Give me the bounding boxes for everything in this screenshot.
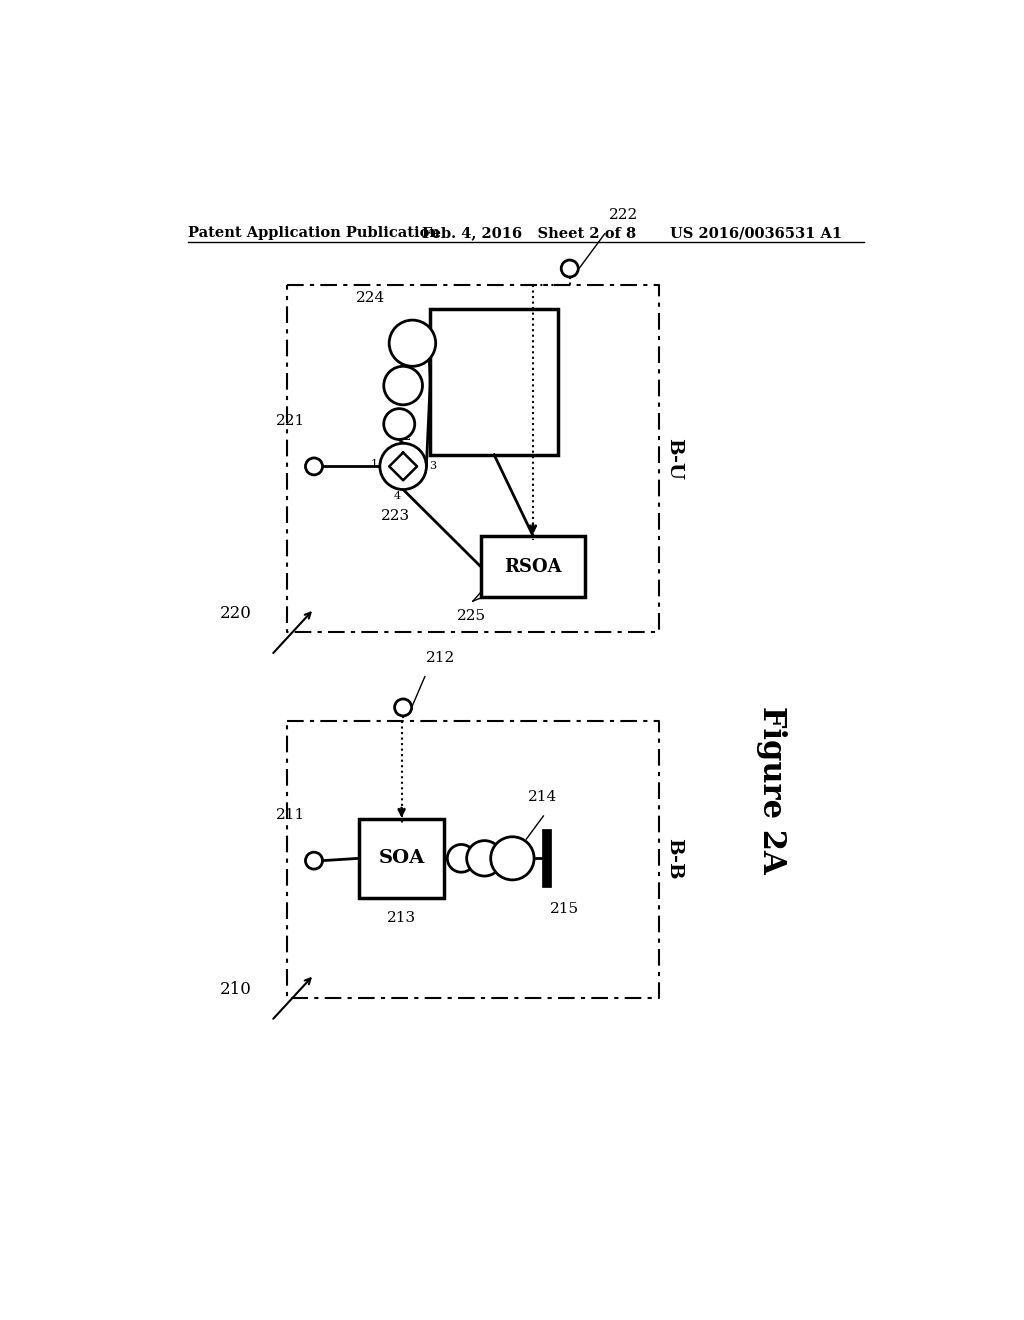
Circle shape: [305, 853, 323, 869]
Text: Figure 2A: Figure 2A: [756, 706, 786, 874]
Polygon shape: [359, 818, 444, 898]
Text: 220: 220: [219, 605, 251, 622]
Text: Patent Application Publication: Patent Application Publication: [188, 226, 440, 240]
Circle shape: [384, 367, 423, 405]
Text: SOA: SOA: [379, 849, 425, 867]
Text: B-U: B-U: [666, 438, 683, 479]
Text: US 2016/0036531 A1: US 2016/0036531 A1: [671, 226, 843, 240]
Text: Feb. 4, 2016   Sheet 2 of 8: Feb. 4, 2016 Sheet 2 of 8: [423, 226, 637, 240]
Text: 215: 215: [550, 903, 580, 916]
Circle shape: [389, 321, 435, 367]
Text: 213: 213: [387, 911, 416, 925]
Text: 3: 3: [429, 462, 436, 471]
Circle shape: [380, 444, 426, 490]
Circle shape: [561, 260, 579, 277]
Text: 1: 1: [371, 459, 378, 469]
Polygon shape: [480, 536, 586, 598]
Text: 225: 225: [458, 609, 486, 623]
Text: RSOA: RSOA: [504, 557, 562, 576]
Text: 224: 224: [356, 290, 385, 305]
Text: 4: 4: [393, 491, 400, 502]
Text: 214: 214: [528, 791, 557, 804]
Circle shape: [447, 845, 475, 873]
Circle shape: [384, 409, 415, 440]
Text: 211: 211: [275, 808, 305, 822]
Circle shape: [305, 458, 323, 475]
Text: 210: 210: [219, 981, 251, 998]
Polygon shape: [430, 309, 558, 455]
Text: 2: 2: [403, 432, 411, 442]
Text: 223: 223: [381, 508, 410, 523]
Text: 221: 221: [275, 414, 305, 428]
Circle shape: [467, 841, 503, 876]
Text: 212: 212: [426, 651, 456, 665]
Circle shape: [394, 700, 412, 715]
Text: B-B: B-B: [666, 838, 683, 880]
Text: 222: 222: [608, 209, 638, 222]
Circle shape: [490, 837, 535, 880]
